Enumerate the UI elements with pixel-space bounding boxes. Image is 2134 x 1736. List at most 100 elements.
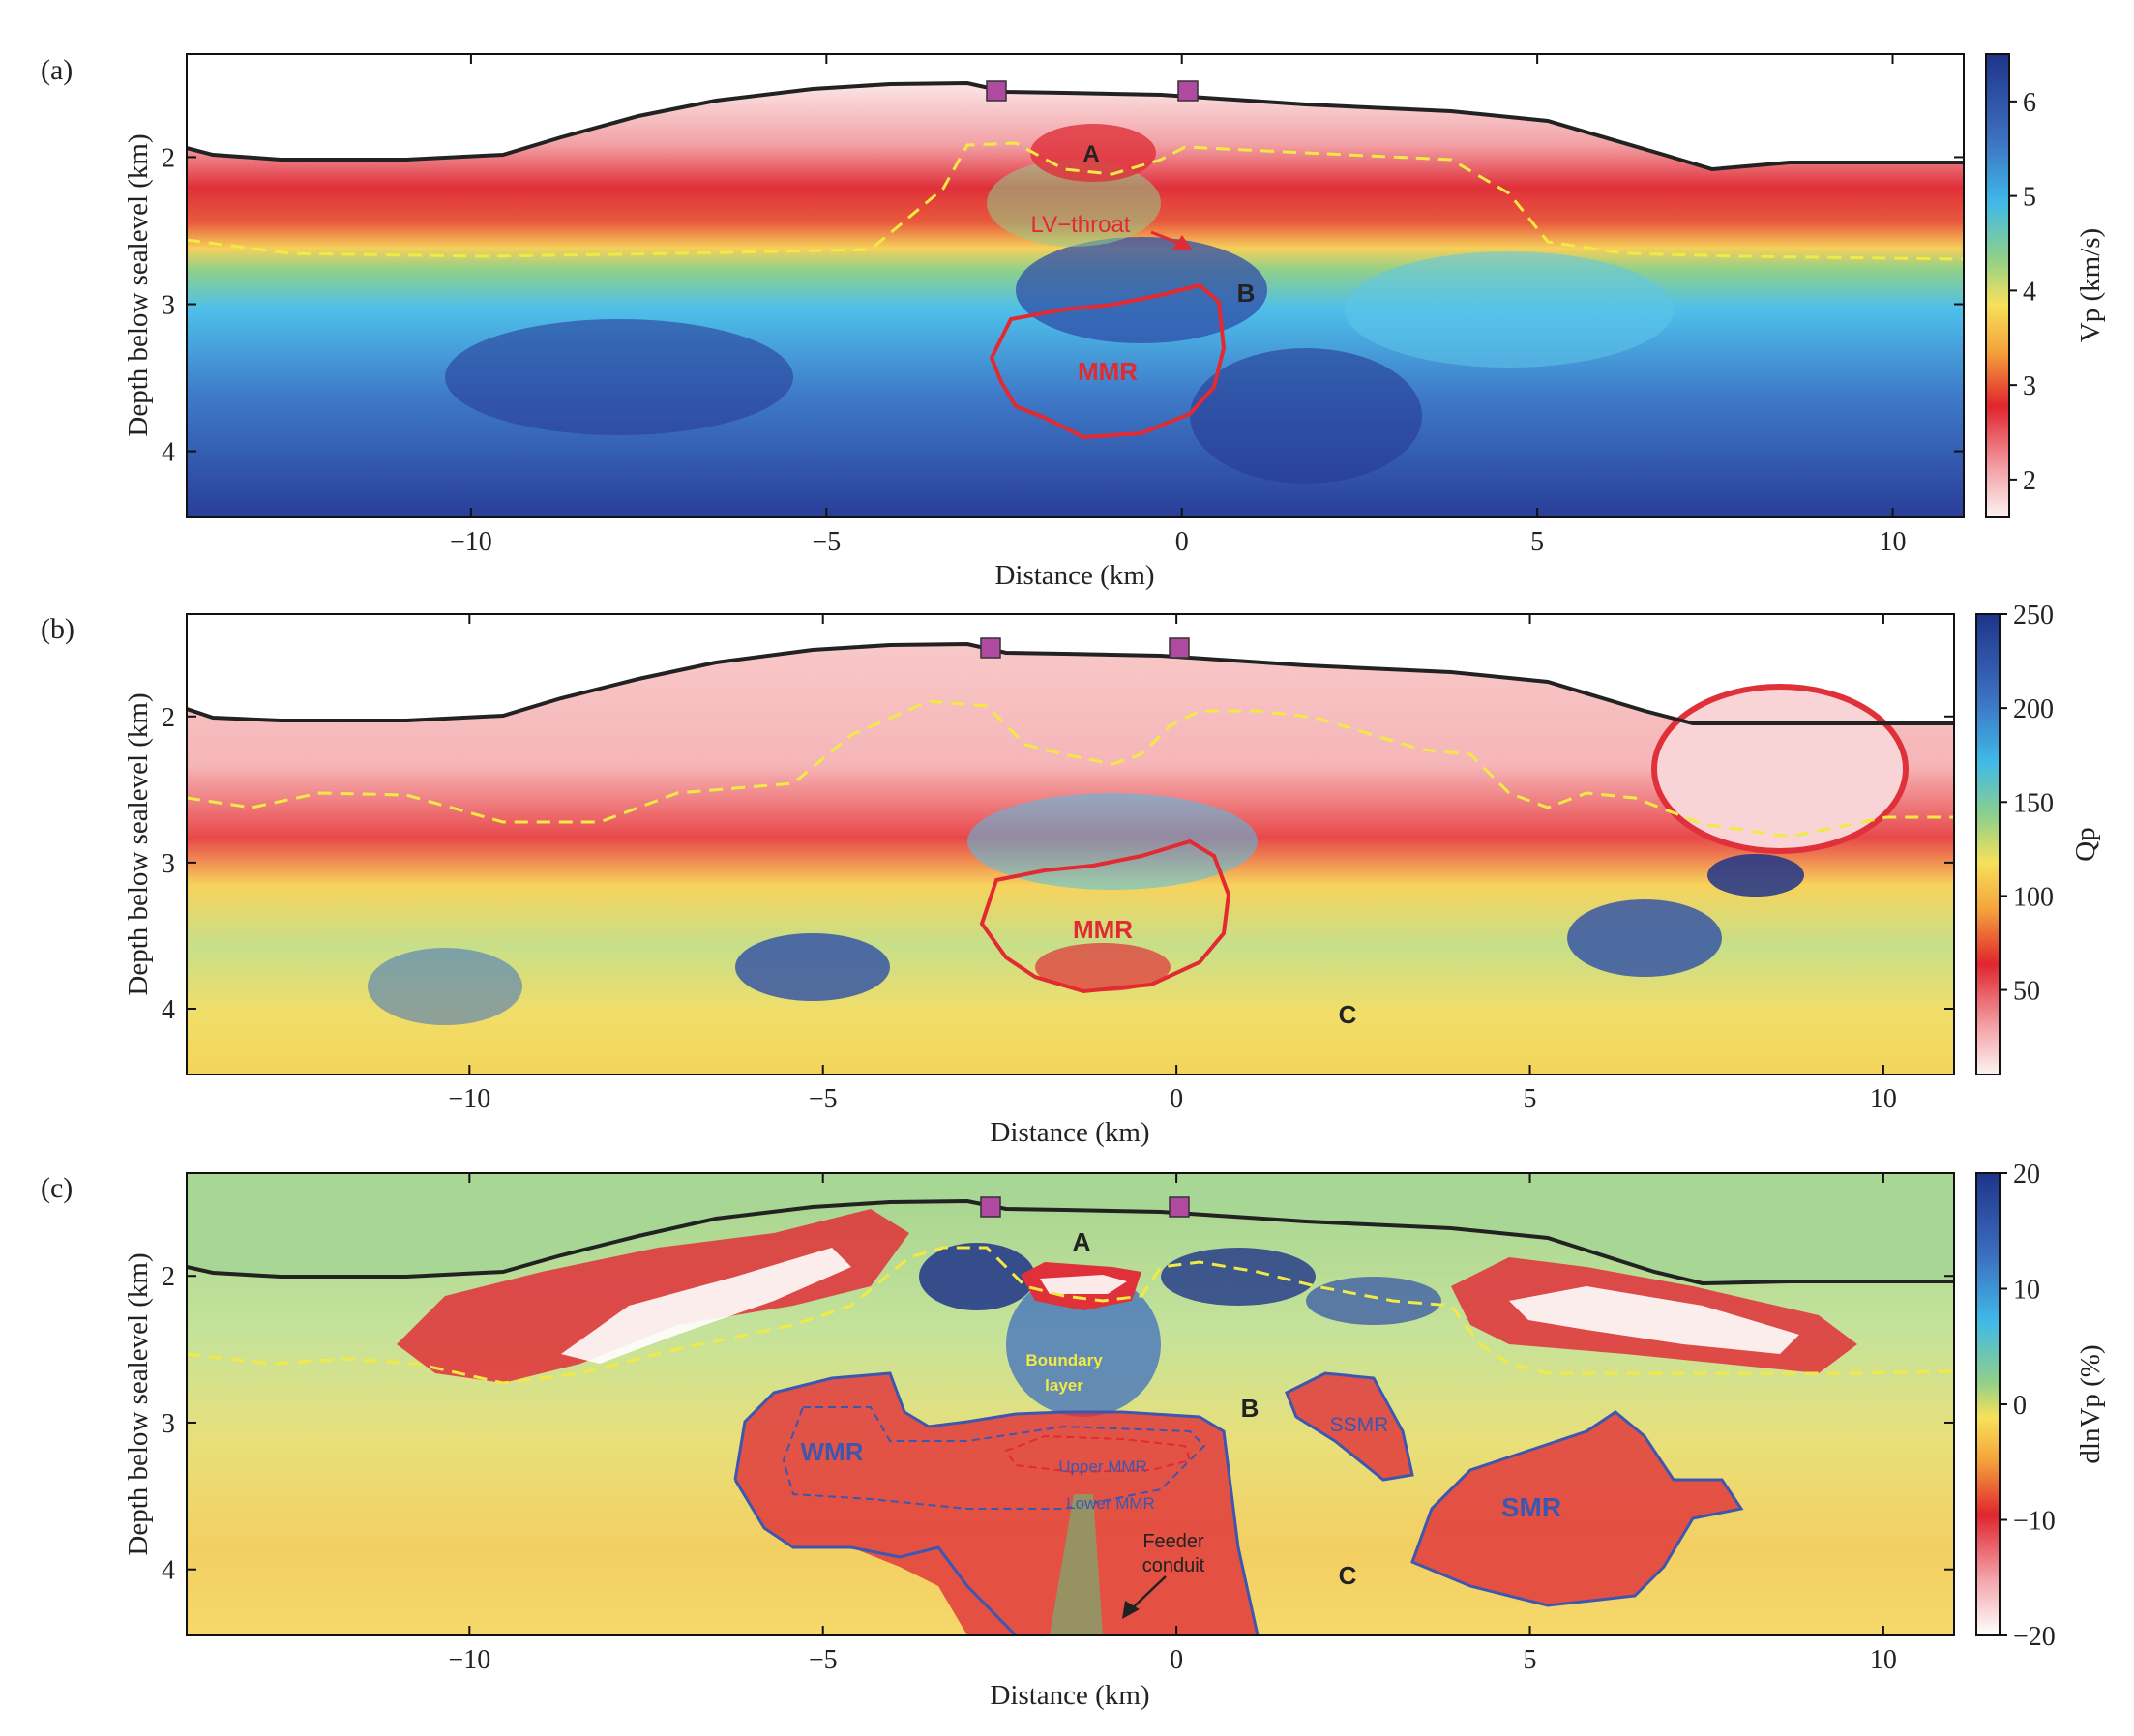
label-upper-mmr: Upper MMR: [1058, 1457, 1147, 1476]
panel-c-yaxis: 2 3 4: [162, 1262, 1954, 1586]
panel-b-high-q-2: [735, 933, 890, 1001]
panel-c-upper-mmr-outline: [1004, 1434, 1192, 1474]
label-feeder-2: conduit: [1142, 1555, 1205, 1576]
panel-b-mid-q: [967, 793, 1258, 890]
panel-c-blue-band-2: [1006, 1272, 1161, 1417]
x-tick-label: 0: [1170, 1645, 1183, 1675]
panel-b-xaxis: −10 −5 0 5 10: [448, 614, 1897, 1114]
panel-c-dashed-horizon: [187, 1246, 1954, 1385]
panel-c-frame: [186, 1172, 1955, 1636]
label-boundary-layer-1: Boundary: [1025, 1351, 1103, 1369]
colorbar-tick-label: 250: [2013, 601, 2054, 631]
panel-c-blue-band-1: [919, 1243, 1035, 1310]
panel-b-dashed-horizon: [187, 699, 1954, 839]
colorbar-tick-label: −10: [2013, 1507, 2056, 1537]
panel-b-mmr-low-q: [1035, 943, 1171, 991]
colorbar-tick-label: −20: [2013, 1622, 2056, 1652]
label-feeder-1: Feeder: [1142, 1531, 1204, 1552]
panel-b-colorbar-ticks: 50 100 150 200 250: [2000, 601, 2054, 1007]
label-c-c: C: [1339, 1561, 1357, 1590]
panel-b-plot: MMR C: [187, 614, 1954, 1074]
station-marker-4: [1169, 637, 1190, 659]
panel-c-wmr-outline: [733, 1371, 1260, 1635]
label-wmr: WMR: [801, 1437, 864, 1466]
station-marker-3: [980, 637, 1001, 659]
panel-b-ylabel: Depth below sealevel (km): [123, 692, 154, 995]
panel-a-xlabel: Distance (km): [994, 560, 1154, 591]
panel-b-topography: [187, 641, 1954, 725]
y-tick-label: 2: [162, 1262, 175, 1292]
label-mmr-a: MMR: [1078, 357, 1138, 386]
panel-b-high-q-3: [1567, 899, 1722, 977]
y-tick-label: 3: [162, 1409, 175, 1439]
x-tick-label: −10: [448, 1084, 490, 1114]
panel-b-colorbar-label: Qp: [2070, 827, 2101, 861]
y-tick-label: 4: [162, 995, 175, 1025]
panel-c-colorbar: [1975, 1172, 2001, 1636]
label-b: B: [1237, 279, 1256, 308]
label-lv-throat: LV−throat: [1031, 212, 1131, 238]
x-tick-label: −5: [809, 1084, 838, 1114]
panel-b: (b) MMR C −10 −5 0 5 10 2 3 4 Distance (km) De…: [41, 601, 2101, 1148]
x-tick-label: 10: [1870, 1645, 1897, 1675]
colorbar-tick-label: 20: [2013, 1160, 2040, 1190]
colorbar-tick-label: 150: [2013, 788, 2054, 818]
panel-a-dark-blob-2: [445, 319, 793, 435]
y-tick-label: 3: [162, 291, 175, 321]
panel-a-frame: [186, 53, 1965, 518]
lv-throat-arrowhead: [1172, 235, 1192, 250]
panel-c-blue-band-4: [1306, 1277, 1441, 1325]
station-marker-6: [1169, 1196, 1190, 1218]
panel-b-xlabel: Distance (km): [990, 1117, 1149, 1148]
panel-c-ssmr-body: [1287, 1373, 1412, 1480]
panel-c-low-velocity-lens-west: [397, 1209, 909, 1383]
y-tick-label: 2: [162, 143, 175, 173]
feeder-conduit-arrowhead: [1122, 1601, 1140, 1619]
panel-a-yaxis: 2 3 4: [162, 143, 1964, 468]
y-tick-label: 2: [162, 703, 175, 733]
x-tick-label: −5: [812, 527, 841, 557]
panel-a-colorbar-label: Vp (km/s): [2075, 228, 2106, 342]
panel-b-low-q-lens: [1651, 684, 1909, 854]
panel-a-mmr-outline: [989, 282, 1227, 440]
station-marker-1: [986, 80, 1007, 102]
panel-b-colorbar: [1975, 613, 2001, 1075]
panel-a-dark-blob-1: [1016, 237, 1267, 343]
x-tick-label: −10: [450, 527, 492, 557]
x-tick-label: 10: [1880, 527, 1907, 557]
panel-a-light-blob: [1345, 251, 1674, 368]
label-a: A: [1082, 141, 1099, 167]
panel-c-tag: (c): [41, 1172, 73, 1204]
panel-a-ylabel: Depth below sealevel (km): [123, 133, 154, 436]
panel-a-dark-blob-3: [1190, 348, 1422, 484]
panel-b-frame: [186, 613, 1955, 1075]
colorbar-tick-label: 10: [2013, 1276, 2040, 1306]
x-tick-label: 5: [1524, 1645, 1537, 1675]
panel-c-colorbar-ticks: 20 10 0 −10 −20: [2000, 1160, 2056, 1652]
x-tick-label: 0: [1170, 1084, 1183, 1114]
panel-c-anomaly-a-core: [1040, 1275, 1127, 1294]
panel-c-wmr-body: [735, 1373, 1258, 1635]
label-lower-mmr: Lower MMR: [1066, 1494, 1155, 1513]
x-tick-label: 5: [1524, 1084, 1537, 1114]
panel-a-xaxis: −10 −5 0 5 10: [450, 54, 1907, 557]
label-ssmr: SSMR: [1330, 1414, 1389, 1436]
panel-b-high-q-1: [368, 948, 522, 1025]
panel-a-tag: (a): [41, 54, 73, 86]
x-tick-label: −10: [448, 1645, 490, 1675]
panel-b-mmr-outline: [979, 839, 1231, 994]
panel-c-ssmr-outline: [1285, 1371, 1414, 1482]
panel-c-ylabel: Depth below sealevel (km): [123, 1252, 154, 1555]
panel-c: (c) A: [41, 1160, 2106, 1711]
x-tick-label: 10: [1870, 1084, 1897, 1114]
colorbar-tick-label: 2: [2023, 466, 2036, 496]
panel-a: (a) A LV−throat B MMR −10 −5 0 5 10 2 3 4 Dist…: [41, 53, 2106, 591]
panel-a-green-throat: [987, 160, 1161, 247]
panel-c-white-core-east: [1509, 1286, 1799, 1354]
colorbar-tick-label: 5: [2023, 183, 2036, 213]
colorbar-tick-label: 4: [2023, 277, 2036, 307]
label-b-c: B: [1241, 1394, 1260, 1423]
y-tick-label: 4: [162, 438, 175, 468]
panel-c-feeder-conduit: [1050, 1494, 1103, 1635]
